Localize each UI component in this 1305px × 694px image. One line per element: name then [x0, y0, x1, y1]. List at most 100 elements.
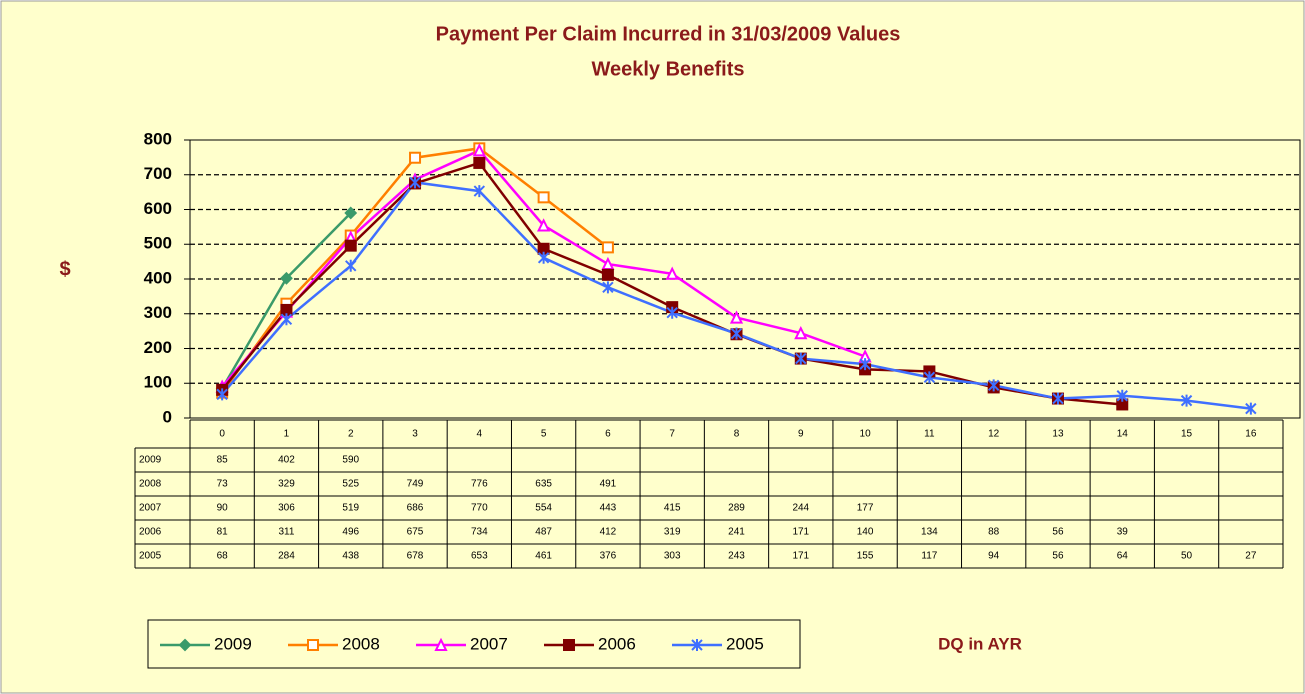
- table-cell: 243: [728, 551, 745, 562]
- table-cell: 171: [792, 551, 809, 562]
- x-tick-label: 3: [412, 429, 418, 440]
- table-cell: 443: [600, 503, 617, 514]
- table-cell: 306: [278, 503, 295, 514]
- table-cell: 284: [278, 551, 295, 562]
- data-point: [280, 271, 293, 285]
- table-cell: 402: [278, 455, 295, 466]
- data-point: [536, 218, 551, 232]
- table-cell: 140: [857, 527, 874, 538]
- y-tick-label: 200: [144, 338, 172, 357]
- x-tick-label: 4: [477, 429, 483, 440]
- table-cell: 734: [471, 527, 488, 538]
- x-tick-label: 8: [734, 429, 740, 440]
- table-cell: 635: [535, 479, 552, 490]
- data-point: [409, 151, 422, 164]
- data-point: [472, 143, 486, 157]
- table-cell: 134: [921, 527, 938, 538]
- data-point: [1245, 402, 1257, 415]
- y-tick-label: 100: [144, 373, 172, 392]
- table-cell: 412: [600, 527, 617, 538]
- data-point: [601, 268, 614, 281]
- table-cell: 244: [792, 503, 809, 514]
- table-cell: 289: [728, 503, 745, 514]
- legend-label: 2008: [342, 634, 380, 653]
- data-point: [1180, 394, 1193, 407]
- x-tick-label: 11: [924, 429, 935, 440]
- table-cell: 117: [921, 551, 937, 562]
- table-cell: 56: [1052, 551, 1064, 562]
- legend-marker: [563, 639, 575, 651]
- table-cell: 303: [664, 551, 681, 562]
- table-cell: 491: [600, 479, 617, 490]
- data-point: [409, 176, 421, 189]
- table-row-label: 2005: [139, 551, 162, 562]
- table-cell: 525: [342, 479, 359, 490]
- table-row-label: 2007: [139, 503, 162, 514]
- data-point: [216, 388, 228, 401]
- x-tick-label: 2: [348, 429, 354, 440]
- table-cell: 590: [342, 455, 359, 466]
- table-cell: 39: [1117, 527, 1129, 538]
- data-point: [280, 313, 293, 326]
- data-point: [537, 251, 550, 264]
- data-point: [665, 266, 679, 280]
- table-cell: 73: [217, 479, 229, 490]
- x-tick-label: 1: [284, 429, 290, 440]
- x-tick-label: 10: [860, 429, 872, 440]
- data-point: [794, 325, 808, 340]
- table-cell: 438: [342, 551, 359, 562]
- y-tick-label: 300: [144, 303, 172, 322]
- data-point: [537, 191, 550, 204]
- y-tick-label: 500: [144, 234, 172, 253]
- chart-title: Payment Per Claim Incurred in 31/03/2009…: [436, 23, 901, 45]
- table-cell: 415: [664, 503, 681, 514]
- table-cell: 50: [1181, 551, 1193, 562]
- data-point: [473, 156, 486, 169]
- x-tick-label: 6: [605, 429, 611, 440]
- table-cell: 56: [1052, 527, 1064, 538]
- y-tick-label: 800: [144, 129, 172, 148]
- data-point: [601, 241, 614, 254]
- table-cell: 653: [471, 551, 488, 562]
- table-cell: 319: [664, 527, 681, 538]
- table-cell: 461: [535, 551, 552, 562]
- y-tick-label: 700: [144, 164, 172, 183]
- table-cell: 90: [217, 503, 229, 514]
- table-cell: 155: [857, 551, 874, 562]
- table-cell: 311: [278, 527, 294, 538]
- table-cell: 94: [988, 551, 1000, 562]
- table-cell: 329: [278, 479, 295, 490]
- table-cell: 675: [407, 527, 424, 538]
- data-point: [1052, 392, 1064, 405]
- table-cell: 241: [728, 527, 745, 538]
- table-cell: 88: [988, 527, 1000, 538]
- table-cell: 749: [407, 479, 424, 490]
- data-point: [344, 239, 357, 252]
- legend-label: 2005: [726, 634, 764, 653]
- data-point: [729, 310, 744, 324]
- y-axis-label: $: [59, 258, 70, 280]
- x-tick-label: 9: [798, 429, 804, 440]
- table-cell: 27: [1245, 551, 1257, 562]
- legend-marker: [178, 638, 192, 652]
- table-cell: 487: [535, 527, 552, 538]
- table-cell: 554: [535, 503, 552, 514]
- table-row-label: 2009: [139, 455, 162, 466]
- x-tick-label: 0: [219, 429, 225, 440]
- table-cell: 177: [857, 503, 874, 514]
- table-cell: 776: [471, 479, 488, 490]
- table-cell: 770: [471, 503, 488, 514]
- legend-label: 2009: [214, 634, 252, 653]
- table-row-label: 2006: [139, 527, 162, 538]
- data-point: [473, 185, 486, 198]
- table-cell: 64: [1117, 551, 1129, 562]
- table-cell: 68: [217, 551, 229, 562]
- data-point: [666, 306, 678, 319]
- table-cell: 81: [217, 527, 229, 538]
- data-point: [859, 358, 871, 371]
- data-point: [987, 379, 1000, 392]
- legend-marker: [307, 639, 319, 651]
- legend-marker: [434, 637, 448, 651]
- legend-label: 2006: [598, 634, 636, 653]
